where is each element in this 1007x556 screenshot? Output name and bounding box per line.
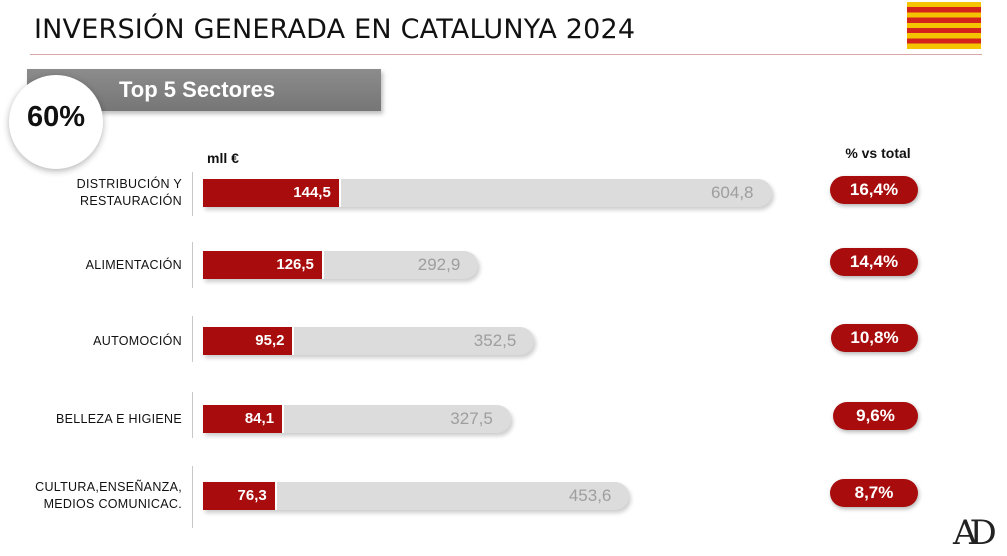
category-label-line: BELLEZA E HIGIENE — [56, 411, 182, 426]
banner-label: Top 5 Sectores — [119, 77, 276, 102]
page-title: INVERSIÓN GENERADA EN CATALUNYA 2024 — [34, 14, 636, 45]
category-label-line: CULTURA,ENSEÑANZA, — [35, 480, 182, 494]
category-label-line: ALIMENTACIÓN — [85, 257, 182, 272]
unit-label: mll € — [207, 150, 239, 166]
top5-bar — [203, 482, 277, 510]
title-divider — [30, 54, 982, 55]
pct-badge: 9,6% — [833, 402, 918, 430]
top5-value-label: 95,2 — [255, 332, 285, 349]
category-label: BELLEZA E HIGIENE — [10, 411, 182, 428]
category-label-line: MEDIOS COMUNICAC. — [43, 497, 182, 511]
category-label: CULTURA,ENSEÑANZA, MEDIOS COMUNICAC. — [10, 479, 182, 513]
category-label: AUTOMOCIÓN — [10, 333, 182, 350]
category-label-line: RESTAURACIÓN — [80, 194, 182, 208]
axis-line — [192, 466, 193, 528]
top5-value-label: 76,3 — [237, 487, 267, 504]
axis-line — [192, 242, 193, 288]
catalonia-flag-icon — [907, 2, 981, 49]
top5-value-label: 126,5 — [276, 256, 314, 273]
top5-bar — [203, 179, 341, 207]
brand-logo: AD — [953, 513, 997, 553]
total-value-label: 352,5 — [473, 331, 517, 350]
category-label-line: AUTOMOCIÓN — [93, 333, 182, 348]
share-badge — [9, 75, 103, 169]
category-label-line: DISTRIBUCIÓN Y — [76, 177, 182, 191]
share-badge-value: 60% — [26, 101, 86, 133]
total-value-label: 327,5 — [450, 409, 493, 428]
total-value-label: 453,6 — [568, 486, 612, 505]
axis-line — [192, 392, 193, 438]
pct-badge: 16,4% — [830, 176, 918, 204]
top5-value-label: 144,5 — [293, 184, 331, 201]
total-value-label: 604,8 — [710, 183, 754, 202]
pct-badge: 8,7% — [830, 479, 918, 507]
axis-line — [192, 172, 193, 216]
pct-badge: 10,8% — [831, 324, 918, 352]
category-label: ALIMENTACIÓN — [10, 257, 182, 274]
axis-line — [192, 316, 193, 362]
top5-value-label: 84,1 — [244, 410, 275, 427]
top5-bar — [203, 405, 285, 433]
pct-badge: 14,4% — [830, 248, 918, 276]
top5-bar — [203, 327, 295, 355]
pct-column-header: % vs total — [845, 145, 911, 161]
top5-bar — [203, 251, 324, 279]
total-value-label: 292,9 — [417, 255, 461, 274]
category-label: DISTRIBUCIÓN Y RESTAURACIÓN — [10, 176, 182, 210]
